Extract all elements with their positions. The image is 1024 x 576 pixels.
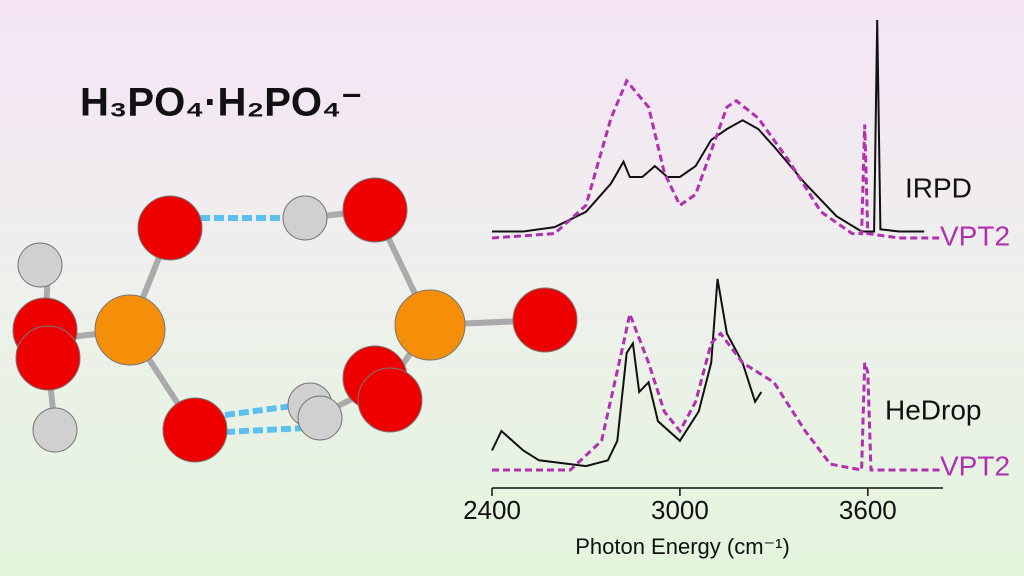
series-label: HeDrop <box>885 394 981 425</box>
x-tick-label: 2400 <box>463 495 521 525</box>
x-tick-label: 3600 <box>839 495 897 525</box>
formula: H₃PO₄·H₂PO₄⁻ <box>80 81 362 125</box>
series-label: IRPD <box>905 172 972 203</box>
spectrum-line <box>491 278 763 468</box>
molecule <box>12 177 578 463</box>
series-label: VPT2 <box>940 450 1010 481</box>
spectrum-line <box>492 19 925 233</box>
spectrum-line <box>492 308 943 472</box>
series-label: VPT2 <box>940 220 1010 251</box>
spectrum-line <box>491 78 943 240</box>
x-axis-label: Photon Energy (cm⁻¹) <box>575 534 790 559</box>
x-tick-label: 3000 <box>651 495 709 525</box>
